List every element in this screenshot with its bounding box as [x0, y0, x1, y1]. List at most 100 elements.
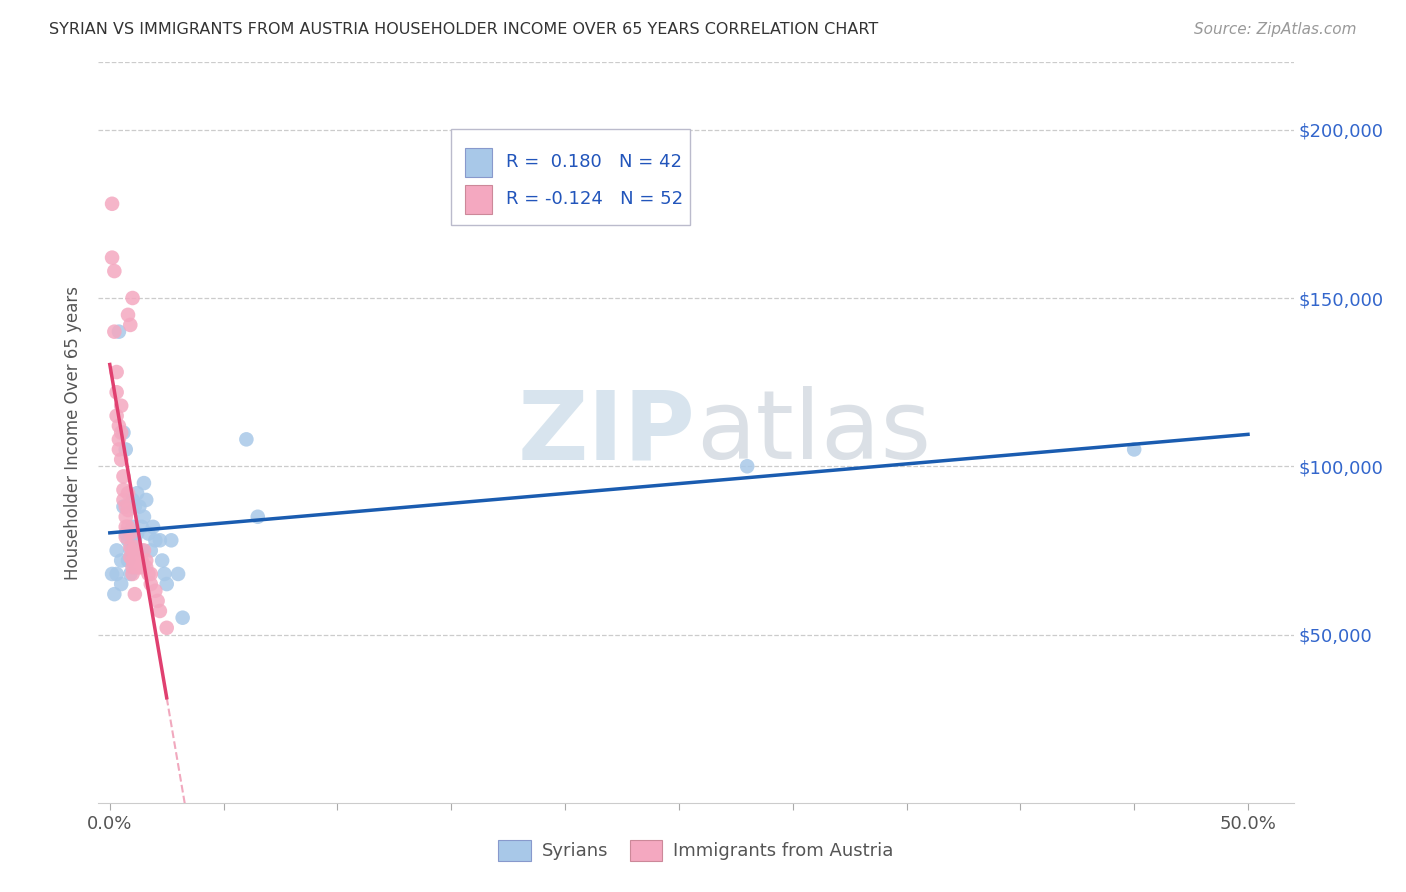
Text: SYRIAN VS IMMIGRANTS FROM AUSTRIA HOUSEHOLDER INCOME OVER 65 YEARS CORRELATION C: SYRIAN VS IMMIGRANTS FROM AUSTRIA HOUSEH… — [49, 22, 879, 37]
Text: ZIP: ZIP — [517, 386, 696, 479]
Point — [108, 433, 131, 447]
Point — [105, 543, 128, 558]
Point — [121, 560, 143, 574]
Point — [121, 520, 143, 534]
Point — [135, 560, 157, 574]
Point — [110, 577, 132, 591]
FancyBboxPatch shape — [465, 147, 492, 178]
Point — [735, 459, 758, 474]
Point — [246, 509, 269, 524]
Point — [142, 520, 165, 534]
Point — [139, 543, 162, 558]
FancyBboxPatch shape — [465, 185, 492, 214]
Point — [132, 476, 155, 491]
Point — [121, 492, 143, 507]
Point — [153, 566, 176, 581]
Point — [103, 325, 125, 339]
Point — [156, 577, 179, 591]
Point — [131, 560, 153, 574]
Point — [121, 566, 143, 581]
Point — [120, 526, 142, 541]
Point — [120, 540, 142, 554]
Point — [121, 553, 143, 567]
Point — [114, 509, 136, 524]
FancyBboxPatch shape — [451, 129, 690, 226]
Point — [108, 418, 131, 433]
Point — [131, 520, 153, 534]
Point — [150, 553, 173, 567]
Point — [103, 264, 125, 278]
Point — [114, 442, 136, 457]
Point — [114, 500, 136, 514]
Point — [117, 486, 139, 500]
Point — [124, 500, 146, 514]
Point — [110, 425, 132, 440]
Point — [120, 550, 142, 565]
Text: R =  0.180   N = 42: R = 0.180 N = 42 — [506, 153, 682, 171]
Point — [149, 604, 172, 618]
Point — [117, 308, 139, 322]
Point — [135, 492, 157, 507]
Point — [117, 533, 139, 548]
Point — [117, 503, 139, 517]
Point — [114, 530, 136, 544]
Point — [121, 291, 143, 305]
Point — [101, 196, 124, 211]
Point — [108, 325, 131, 339]
Point — [112, 483, 135, 497]
Point — [112, 425, 135, 440]
Point — [105, 566, 128, 581]
Point — [101, 566, 124, 581]
Point — [112, 500, 135, 514]
Point — [135, 553, 157, 567]
Point — [105, 365, 128, 379]
Point — [124, 550, 146, 565]
Point — [120, 318, 142, 332]
Point — [128, 560, 150, 574]
Point — [117, 553, 139, 567]
Point — [121, 543, 143, 558]
Point — [110, 452, 132, 467]
Point — [127, 560, 149, 574]
Point — [124, 587, 146, 601]
Point — [131, 543, 153, 558]
Text: atlas: atlas — [696, 386, 931, 479]
Point — [110, 399, 132, 413]
Point — [112, 469, 135, 483]
Point — [132, 509, 155, 524]
Point — [120, 543, 142, 558]
Point — [139, 566, 162, 581]
Point — [131, 553, 153, 567]
Point — [127, 526, 149, 541]
Point — [110, 553, 132, 567]
Point — [120, 566, 142, 581]
Point — [128, 500, 150, 514]
Point — [124, 540, 146, 554]
Point — [172, 610, 194, 624]
Point — [138, 526, 160, 541]
Point — [156, 621, 179, 635]
Point — [138, 566, 160, 581]
Text: Source: ZipAtlas.com: Source: ZipAtlas.com — [1194, 22, 1357, 37]
Point — [235, 433, 257, 447]
Legend: Syrians, Immigrants from Austria: Syrians, Immigrants from Austria — [491, 832, 901, 868]
Point — [143, 583, 166, 598]
Point — [128, 553, 150, 567]
Point — [114, 526, 136, 541]
Point — [112, 492, 135, 507]
Point — [105, 409, 128, 423]
Point — [149, 533, 172, 548]
Point — [132, 543, 155, 558]
Point — [127, 550, 149, 565]
Y-axis label: Householder Income Over 65 years: Householder Income Over 65 years — [65, 285, 83, 580]
Point — [167, 566, 190, 581]
Point — [114, 520, 136, 534]
Point — [160, 533, 183, 548]
Point — [127, 486, 149, 500]
Point — [139, 577, 162, 591]
Point — [101, 251, 124, 265]
Point — [146, 594, 169, 608]
Point — [124, 533, 146, 548]
Point — [103, 587, 125, 601]
Point — [1123, 442, 1146, 457]
